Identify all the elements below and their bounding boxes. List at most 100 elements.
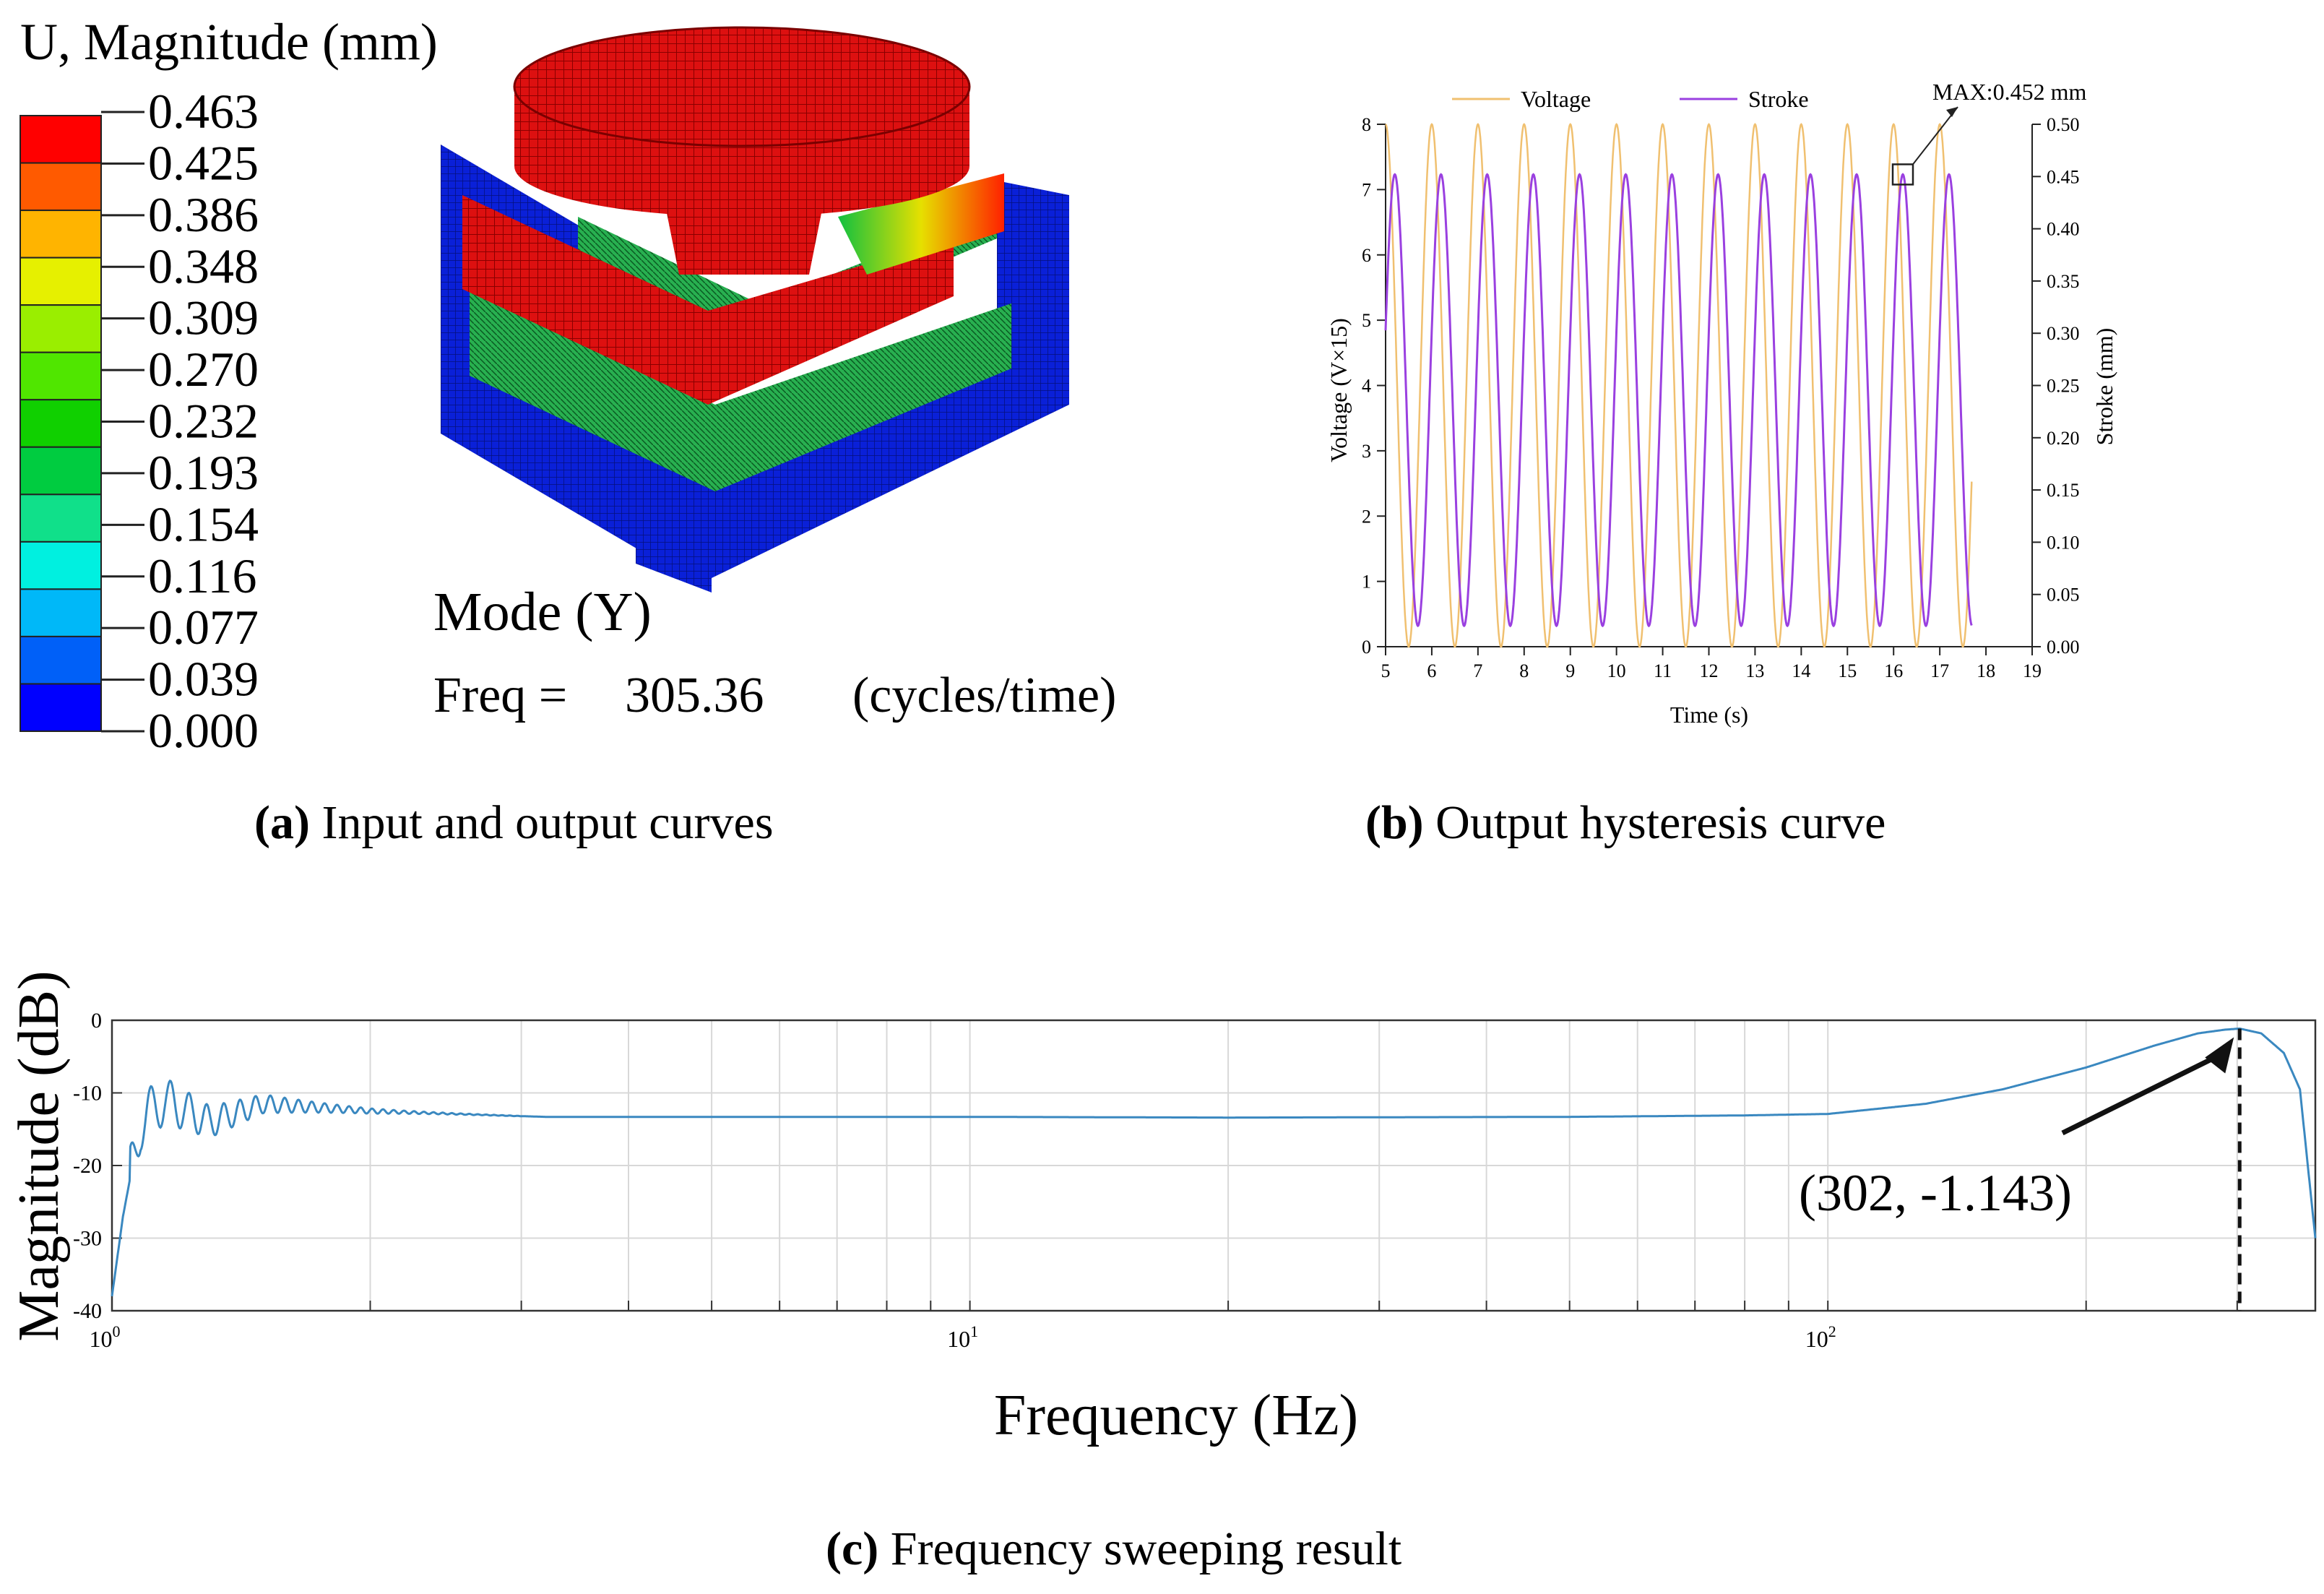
chart-b-y-tick-label: 2 bbox=[1362, 506, 1371, 527]
panel-a: U, Magnitude (mm) 0.4630.4250.3860.3480.… bbox=[20, 13, 1116, 849]
panel-b: 5 6 7 8 9 10 11 12 13 14 15 16 17 18 190123456780.000.… bbox=[1326, 79, 2117, 849]
caption-b-text: Output hysteresis curve bbox=[1424, 796, 1886, 849]
chart-b-y2-tick-label: 0.20 bbox=[2047, 428, 2080, 449]
chart-c-x-tick-base: 10 bbox=[90, 1326, 113, 1352]
legend-stroke-label: Stroke bbox=[1748, 86, 1809, 112]
chart-b-x-tick-label: 8 bbox=[1519, 660, 1529, 681]
legend-voltage-label: Voltage bbox=[1521, 86, 1591, 112]
chart-b-x-tick-label: 14 bbox=[1792, 660, 1810, 681]
chart-b-x-tick-label: 17 bbox=[1930, 660, 1949, 681]
chart-b-x-tick-label: 9 bbox=[1565, 660, 1575, 681]
chart-c-annotation: (302, -1.143) bbox=[1799, 1164, 2072, 1222]
chart-b-x-tick-label: 5 bbox=[1381, 660, 1391, 681]
caption-a-text: Input and output curves bbox=[310, 796, 774, 849]
legend-value: 0.270 bbox=[148, 342, 259, 397]
cylinder-bottom bbox=[514, 116, 969, 217]
chart-b-y2-tick-label: 0.40 bbox=[2047, 219, 2080, 240]
chart-c-x-tick-exp: 2 bbox=[1828, 1322, 1836, 1340]
chart-b-max-marker bbox=[1891, 163, 1914, 186]
caption-a: (a) Input and output curves bbox=[254, 796, 774, 849]
chart-b-x-tick-label: 11 bbox=[1654, 660, 1672, 681]
chart-c-x-tick-exp: 0 bbox=[113, 1322, 121, 1340]
chart-b-y-tick-label: 5 bbox=[1362, 310, 1371, 331]
legend-value: 0.386 bbox=[148, 187, 259, 242]
chart-b-y-tick-label: 4 bbox=[1362, 376, 1371, 397]
chart-c-x-tick-label: 102 bbox=[1805, 1322, 1836, 1352]
cylinder-stem bbox=[665, 202, 824, 275]
caption-b: (b) Output hysteresis curve bbox=[1365, 796, 1885, 849]
chart-c-xlabel: Frequency (Hz) bbox=[994, 1384, 1358, 1447]
chart-b-x-tick-label: 6 bbox=[1427, 660, 1436, 681]
chart-b-y-tick-label: 0 bbox=[1362, 637, 1371, 658]
cylinder-top bbox=[513, 26, 971, 147]
chart-c-y-tick-label: -30 bbox=[73, 1227, 102, 1251]
chart-b-y2label: Stroke (mm) bbox=[2091, 328, 2117, 446]
chart-b-y-tick-label: 8 bbox=[1362, 114, 1371, 135]
chart-b-y-tick-label: 3 bbox=[1362, 441, 1371, 462]
legend-value: 0.348 bbox=[148, 238, 259, 293]
legend-colorbar bbox=[20, 111, 144, 733]
chart-b-y-tick-label: 7 bbox=[1362, 179, 1371, 200]
chart-c-annotation-arrow bbox=[2061, 1049, 2228, 1136]
chart-c-x-tick-base: 10 bbox=[947, 1326, 970, 1352]
chart-b-y-tick-label: 6 bbox=[1362, 245, 1371, 266]
legend-value: 0.463 bbox=[148, 84, 259, 139]
freq-value: 305.36 bbox=[625, 668, 764, 723]
legend-color-swatch bbox=[20, 588, 102, 637]
caption-c-letter: (c) bbox=[826, 1522, 878, 1575]
chart-b-plot-area: 5 6 7 8 9 10 11 12 13 14 15 16 17 18 190123456780.000.… bbox=[1362, 106, 2080, 681]
legend-color-swatch bbox=[20, 304, 102, 353]
chart-b-y2-tick-label: 0.35 bbox=[2047, 271, 2080, 292]
legend-value: 0.116 bbox=[148, 548, 256, 603]
chart-b-x-tick-label: 15 bbox=[1838, 660, 1857, 681]
chart-b-y2-tick-label: 0.00 bbox=[2047, 637, 2080, 658]
chart-c-y-tick-label: -40 bbox=[73, 1299, 102, 1323]
chart-c-y-tick-label: -10 bbox=[73, 1082, 102, 1106]
caption-b-letter: (b) bbox=[1365, 796, 1424, 849]
legend-color-swatch bbox=[20, 446, 102, 496]
freq-unit: (cycles/time) bbox=[852, 668, 1116, 723]
chart-b-annotation-arrowhead bbox=[1946, 107, 1958, 117]
chart-b-y2-tick-label: 0.50 bbox=[2047, 114, 2080, 135]
legend-color-swatch bbox=[20, 210, 102, 259]
chart-b-x-tick-label: 7 bbox=[1473, 660, 1482, 681]
chart-b-series-voltage bbox=[1385, 123, 1973, 648]
chart-b-y-tick-label: 1 bbox=[1362, 572, 1371, 593]
chart-b-x-tick-label: 19 bbox=[2023, 660, 2042, 681]
chart-c-x-tick-base: 10 bbox=[1805, 1326, 1828, 1352]
chart-c-y-tick-label: 0 bbox=[91, 1009, 102, 1033]
chart-c-x-tick-exp: 1 bbox=[970, 1322, 978, 1340]
legend-color-swatch bbox=[20, 540, 102, 590]
legend-color-swatch bbox=[20, 399, 102, 448]
freq-label: Freq = bbox=[433, 668, 567, 723]
legend-color-swatch bbox=[20, 494, 102, 543]
legend-color-swatch bbox=[20, 162, 102, 212]
legend-value: 0.039 bbox=[148, 652, 259, 707]
chart-c-y-tick-label: -20 bbox=[73, 1154, 102, 1178]
fe-model-illustration bbox=[441, 26, 1069, 593]
chart-b-x-tick-label: 18 bbox=[1977, 660, 1995, 681]
caption-c: (c) Frequency sweeping result bbox=[826, 1522, 1401, 1575]
legend-value: 0.309 bbox=[148, 290, 259, 345]
chart-b-y2-tick-label: 0.10 bbox=[2047, 532, 2080, 553]
warm-strip bbox=[838, 173, 1004, 275]
chart-b-x-tick-label: 13 bbox=[1745, 660, 1764, 681]
red-plate bbox=[462, 195, 954, 405]
legend-value: 0.232 bbox=[148, 394, 259, 449]
mode-label: Mode (Y) bbox=[433, 582, 652, 642]
legend-value: 0.077 bbox=[148, 600, 259, 655]
chart-c-x-tick-label: 101 bbox=[947, 1322, 978, 1352]
chart-b-annotation: MAX:0.452 mm bbox=[1932, 79, 2086, 105]
green-layer-lower bbox=[470, 289, 1011, 491]
chart-c-annotation-arrowhead bbox=[2205, 1037, 2234, 1074]
chart-c-x-tick-label: 100 bbox=[90, 1322, 121, 1352]
chart-b-y2-tick-label: 0.05 bbox=[2047, 585, 2080, 606]
legend-color-swatch bbox=[20, 115, 102, 164]
chart-b-legend: Voltage Stroke bbox=[1452, 86, 1809, 112]
chart-b-y2-tick-label: 0.15 bbox=[2047, 480, 2080, 501]
legend-title: U, Magnitude (mm) bbox=[20, 13, 438, 71]
legend-value: 0.425 bbox=[148, 135, 259, 190]
chart-b-y2-tick-label: 0.30 bbox=[2047, 323, 2080, 344]
